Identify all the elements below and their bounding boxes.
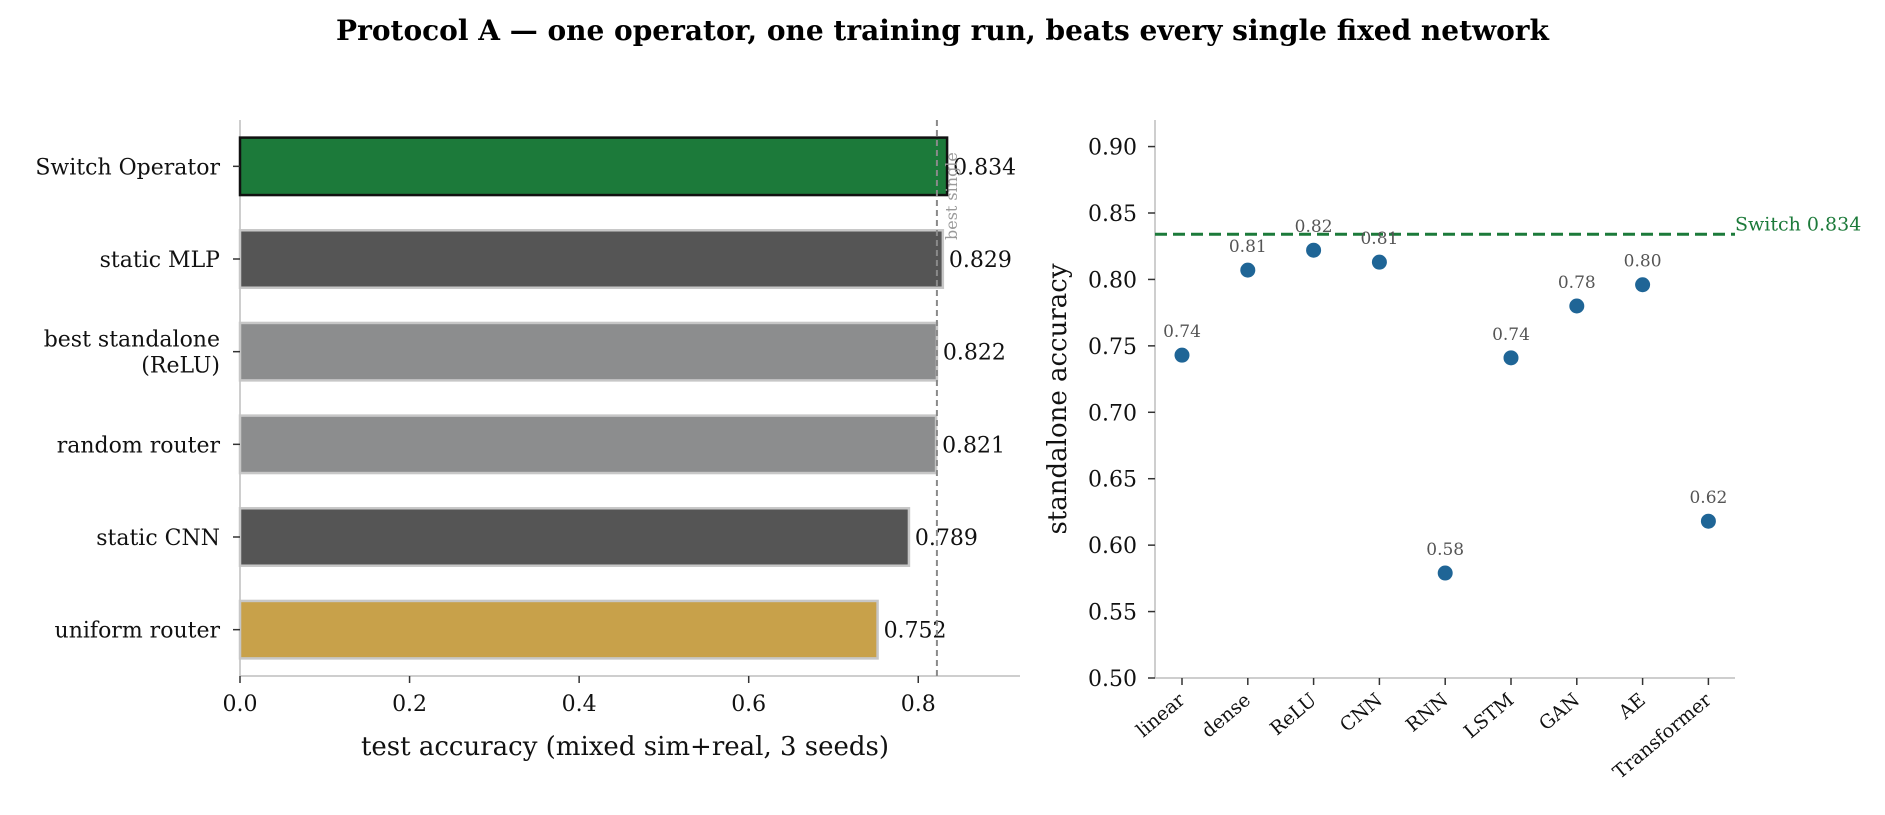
data-point — [1371, 254, 1387, 270]
bar-value-label: 0.829 — [949, 248, 1012, 273]
x-tick-label: 0.6 — [731, 692, 766, 717]
data-point — [1437, 565, 1453, 581]
y-tick-label: 0.75 — [1088, 335, 1137, 360]
y-tick-label: 0.90 — [1088, 136, 1137, 161]
x-tick-label: 0.8 — [901, 692, 936, 717]
y-tick-label: 0.65 — [1088, 468, 1137, 493]
data-point-label: 0.81 — [1360, 229, 1398, 249]
y-axis-label: standalone accuracy — [1043, 263, 1073, 534]
data-point-label: 0.80 — [1624, 252, 1662, 272]
x-tick-label: 0.4 — [562, 692, 597, 717]
y-tick-label: uniform router — [55, 619, 221, 644]
x-tick-label: GAN — [1535, 689, 1584, 735]
y-tick-label: static CNN — [96, 526, 220, 551]
x-tick-label: LSTM — [1460, 689, 1518, 743]
bar — [238, 507, 911, 567]
bar — [238, 136, 949, 197]
bar — [238, 414, 938, 475]
x-tick-label: AE — [1614, 689, 1650, 724]
y-tick-label: 0.50 — [1088, 667, 1137, 692]
data-point-label: 0.74 — [1163, 322, 1201, 342]
accuracy-bar-chart: Switch Operator 0.834 static MLP 0.829 best … — [35, 120, 1020, 762]
y-tick-label: random router — [57, 433, 221, 458]
y-tick-label: 0.55 — [1088, 601, 1137, 626]
page-title: Protocol A — one operator, one training … — [336, 14, 1549, 47]
data-point-label: 0.82 — [1295, 217, 1333, 237]
data-point — [1635, 277, 1651, 293]
x-tick-label: linear — [1132, 688, 1190, 741]
data-point — [1240, 262, 1256, 278]
data-point-label: 0.78 — [1558, 273, 1596, 293]
reference-line-label: Switch 0.834 — [1735, 213, 1861, 235]
x-tick-label: RNN — [1402, 689, 1453, 736]
y-tick-label: best standalone (ReLU) — [44, 328, 220, 379]
bar-value-label: 0.834 — [953, 155, 1016, 180]
data-point-label: 0.62 — [1689, 488, 1727, 508]
data-point — [1174, 347, 1190, 363]
data-point — [1700, 513, 1716, 529]
x-tick-label: 0.0 — [223, 692, 258, 717]
x-tick-label: ReLU — [1266, 689, 1321, 740]
bar — [238, 599, 879, 660]
data-point — [1503, 350, 1519, 366]
x-tick-label: CNN — [1336, 689, 1387, 737]
data-point — [1569, 298, 1585, 314]
data-point-label: 0.74 — [1492, 325, 1530, 345]
data-point-label: 0.81 — [1229, 237, 1267, 257]
y-tick-label: 0.70 — [1088, 401, 1137, 426]
y-tick-label: 0.85 — [1088, 202, 1137, 227]
x-tick-label: dense — [1197, 689, 1255, 742]
data-point — [1306, 242, 1322, 258]
bar — [238, 229, 945, 289]
bar — [238, 321, 939, 382]
x-axis-label: test accuracy (mixed sim+real, 3 seeds) — [361, 732, 889, 762]
y-tick-label: 0.80 — [1088, 268, 1137, 293]
data-point-label: 0.58 — [1426, 540, 1464, 560]
y-tick-label: static MLP — [100, 248, 221, 273]
y-tick-label: 0.60 — [1088, 534, 1137, 559]
bar-value-label: 0.789 — [915, 526, 978, 551]
reference-line-label: best single — [942, 152, 961, 240]
standalone-accuracy-scatter: 0.50 0.55 0.60 0.65 0.70 0.75 0.80 0.85 0.90 stan… — [1043, 120, 1861, 784]
bar-value-label: 0.821 — [942, 433, 1005, 458]
y-tick-label: Switch Operator — [35, 155, 220, 180]
x-tick-label: 0.2 — [392, 692, 427, 717]
bar-value-label: 0.822 — [943, 341, 1006, 366]
